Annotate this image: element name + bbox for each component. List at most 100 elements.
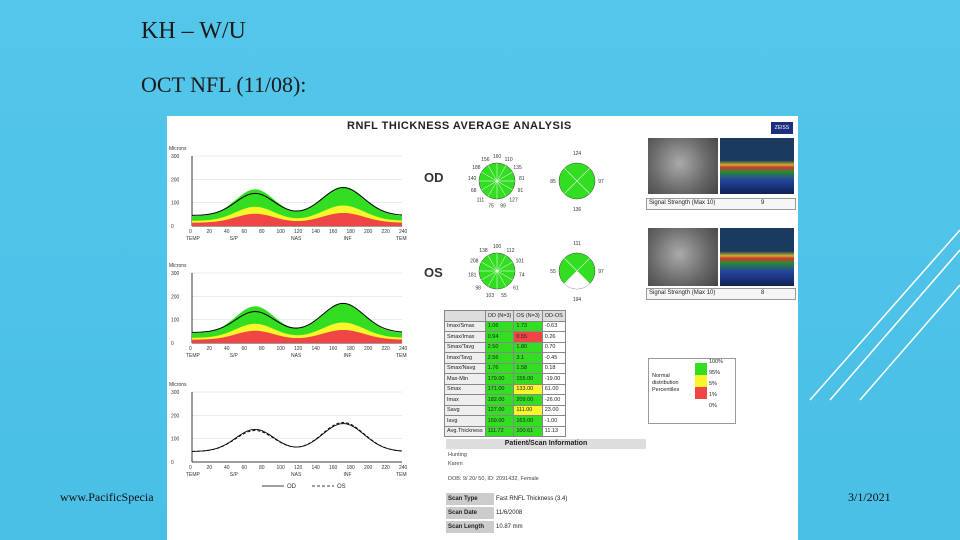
x-region-label: NAS bbox=[291, 472, 302, 478]
clock-value: 99 bbox=[500, 203, 506, 209]
table-cell: Smax bbox=[444, 383, 486, 395]
clock-divider bbox=[481, 270, 498, 281]
clock-divider bbox=[496, 270, 507, 287]
x-tick-label: 100 bbox=[277, 346, 286, 352]
slide-subtitle: OCT NFL (11/08): bbox=[141, 72, 307, 97]
graph-unit-label: Microns bbox=[169, 146, 187, 152]
table-cell: 155.00 bbox=[513, 373, 543, 385]
legend-0: 0% bbox=[709, 403, 717, 409]
normal-band bbox=[192, 212, 402, 226]
rnfl-curve bbox=[191, 187, 403, 216]
table-row: Smax/Imax 0.94 0.55 0.26 bbox=[444, 331, 566, 343]
clock-value: 81 bbox=[519, 176, 525, 182]
table-cell: 133.00 bbox=[513, 383, 543, 395]
x-region-label: TEMP bbox=[396, 472, 407, 478]
x-tick-label: 0 bbox=[189, 229, 192, 235]
y-tick-label: 300 bbox=[171, 390, 180, 396]
clock-divider bbox=[496, 261, 513, 272]
x-tick-label: 0 bbox=[189, 465, 192, 471]
patient-first-name: Karen bbox=[448, 461, 463, 467]
legend-green bbox=[695, 363, 707, 375]
x-region-label: NAS bbox=[291, 353, 302, 359]
patient-last-name: Hunting bbox=[448, 452, 467, 458]
patient-details: DOB: 9/ 20/ 50, ID: 2091432, Female bbox=[448, 476, 539, 482]
clock-divider bbox=[496, 270, 513, 281]
oct-scan-os bbox=[720, 228, 794, 286]
x-region-label: INF bbox=[344, 236, 352, 242]
table-cell: Iavg bbox=[444, 415, 486, 427]
x-region-label: S/P bbox=[230, 472, 239, 478]
y-tick-label: 100 bbox=[171, 437, 180, 443]
table-cell: 0.70 bbox=[541, 341, 566, 353]
x-tick-label: 180 bbox=[347, 465, 356, 471]
legend-od-text: OD bbox=[287, 484, 297, 490]
scan-date-value: 11/6/2008 bbox=[496, 510, 523, 516]
clock-value: 98 bbox=[475, 285, 481, 291]
table-cell: 163.00 bbox=[513, 415, 543, 427]
clock-value: 188 bbox=[472, 165, 481, 171]
clock-value: 101 bbox=[516, 259, 525, 265]
table-row: Savg 127.00 111.00 23.00 bbox=[444, 404, 566, 416]
table-cell: 179.00 bbox=[484, 373, 515, 385]
y-tick-label: 200 bbox=[171, 413, 180, 419]
legend-red bbox=[695, 387, 707, 399]
x-tick-label: 120 bbox=[294, 465, 303, 471]
x-region-label: TEMP bbox=[186, 472, 201, 478]
graph-unit-label: Microns bbox=[169, 263, 187, 269]
table-cell: Imax/Tavg bbox=[444, 352, 486, 364]
table-row: Smax 171.00 133.00 61.00 bbox=[444, 383, 566, 395]
table-cell: 0.18 bbox=[541, 362, 566, 374]
clock-value: 208 bbox=[470, 259, 479, 265]
clock-divider bbox=[496, 180, 507, 197]
od-label: OD bbox=[424, 170, 444, 185]
quadrant-value: 124 bbox=[573, 151, 582, 157]
x-tick-label: 60 bbox=[242, 346, 248, 352]
quadrant-value: 136 bbox=[573, 207, 582, 213]
x-region-label: S/P bbox=[230, 353, 239, 359]
clock-divider bbox=[496, 171, 513, 182]
legend-100: 100% bbox=[709, 359, 724, 365]
x-tick-label: 200 bbox=[364, 229, 373, 235]
clock-value: 156 bbox=[481, 157, 490, 163]
x-tick-label: 100 bbox=[277, 229, 286, 235]
table-cell: Avg.Thickness bbox=[444, 425, 486, 437]
scan-date-row: Scan Date 11/6/2008 bbox=[446, 507, 646, 519]
scan-date-key: Scan Date bbox=[446, 507, 494, 519]
clock-value: 135 bbox=[513, 165, 522, 171]
fundus-image-os bbox=[648, 228, 718, 286]
quadrant-divider bbox=[564, 258, 590, 284]
quadrant-value: 97 bbox=[598, 179, 604, 185]
x-tick-label: 180 bbox=[347, 229, 356, 235]
x-tick-label: 100 bbox=[277, 465, 286, 471]
table-cell: 1.73 bbox=[513, 320, 543, 332]
x-tick-label: 240 bbox=[399, 465, 407, 471]
y-tick-label: 200 bbox=[171, 177, 180, 183]
x-tick-label: 60 bbox=[242, 465, 248, 471]
x-tick-label: 40 bbox=[224, 346, 230, 352]
y-tick-label: 100 bbox=[171, 318, 180, 324]
x-region-label: S/P bbox=[230, 236, 239, 242]
x-region-label: INF bbox=[344, 472, 352, 478]
legend-os-text: OS bbox=[337, 484, 346, 490]
table-row: Iavg 159.00 163.00 -1.00 bbox=[444, 415, 566, 427]
table-cell: Smax/Navg bbox=[444, 362, 486, 374]
table-cell: 111.00 bbox=[513, 404, 543, 416]
signal-strength-od: Signal Strength (Max 10) 9 bbox=[646, 198, 796, 210]
x-region-label: NAS bbox=[291, 236, 302, 242]
rnfl-curve bbox=[191, 302, 403, 333]
table-cell: 2.50 bbox=[484, 341, 515, 353]
x-tick-label: 80 bbox=[259, 229, 265, 235]
table-cell: 100.61 bbox=[513, 425, 543, 437]
clock-divider bbox=[487, 180, 498, 197]
clock-value: 61 bbox=[513, 285, 519, 291]
x-region-label: TEMP bbox=[186, 236, 201, 242]
quadrant-value: 111 bbox=[573, 241, 581, 247]
x-tick-label: 60 bbox=[242, 229, 248, 235]
x-tick-label: 140 bbox=[312, 465, 321, 471]
scan-length-value: 10.87 mm bbox=[496, 524, 523, 530]
quadrant-value: 55 bbox=[550, 269, 556, 275]
x-tick-label: 220 bbox=[382, 229, 391, 235]
